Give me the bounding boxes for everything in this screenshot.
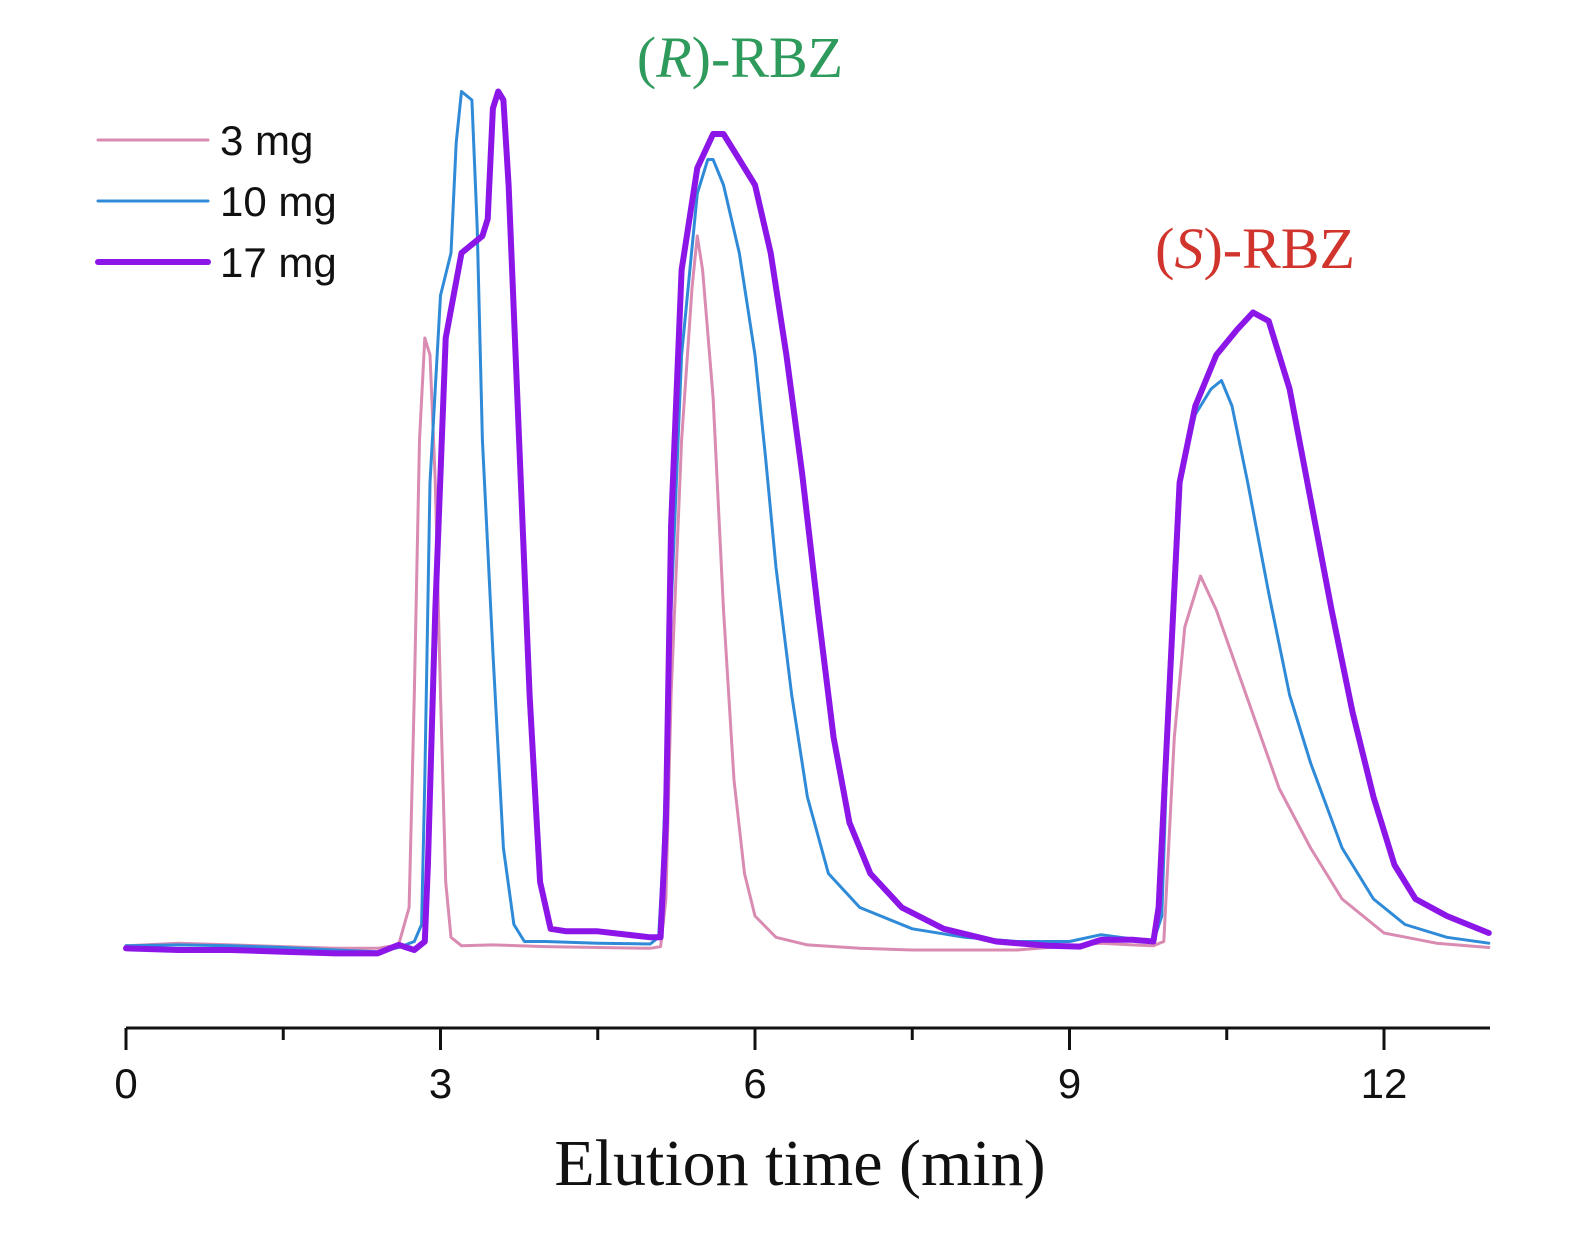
r-rbz-annotation: (R)-RBZ <box>637 25 843 90</box>
x-tick-label: 6 <box>743 1060 766 1107</box>
legend: 3 mg 10 mg 17 mg <box>95 117 337 286</box>
x-tick-label: 9 <box>1058 1060 1081 1107</box>
s-rbz-italic: S <box>1174 216 1203 281</box>
x-tick-label: 3 <box>429 1060 452 1107</box>
series-line-10-mg <box>124 90 1491 954</box>
x-axis-title: Elution time (min) <box>554 1127 1045 1200</box>
legend-label: 10 mg <box>220 178 337 225</box>
series-line-3-mg <box>124 234 1491 952</box>
x-tick-label: 0 <box>114 1060 137 1107</box>
series-curves <box>123 88 1492 957</box>
s-rbz-suffix: )-RBZ <box>1203 216 1354 281</box>
r-rbz-prefix: ( <box>637 25 656 90</box>
series-line-17-mg <box>123 88 1492 957</box>
r-rbz-italic: R <box>655 25 691 90</box>
s-rbz-prefix: ( <box>1155 216 1174 281</box>
r-rbz-suffix: )-RBZ <box>692 25 843 90</box>
legend-label: 3 mg <box>220 117 313 164</box>
x-tick-label: 12 <box>1361 1060 1408 1107</box>
s-rbz-annotation: (S)-RBZ <box>1155 216 1355 281</box>
x-axis: 0 3 6 9 12 <box>114 1026 1490 1107</box>
legend-label: 17 mg <box>220 239 337 286</box>
